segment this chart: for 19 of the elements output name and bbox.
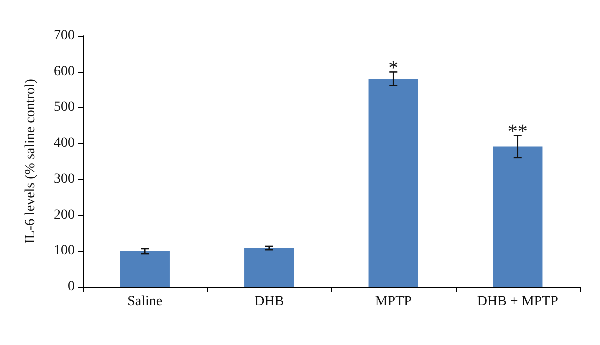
x-tick-label: DHB bbox=[254, 294, 284, 310]
bar bbox=[493, 146, 543, 287]
x-tick-label: Saline bbox=[128, 294, 163, 310]
y-axis-title: IL-6 levels (% saline control) bbox=[24, 78, 38, 244]
y-tick-label: 500 bbox=[54, 100, 75, 116]
annotation: ** bbox=[508, 121, 528, 144]
x-tick-label: DHB + MPTP bbox=[477, 294, 559, 310]
y-tick-label: 400 bbox=[54, 136, 75, 152]
y-tick-label: 300 bbox=[54, 172, 75, 187]
y-tick-label: 100 bbox=[54, 244, 75, 259]
y-tick-label: 200 bbox=[54, 208, 75, 223]
x-tick-label: MPTP bbox=[375, 294, 412, 310]
y-tick-label: 0 bbox=[68, 280, 75, 294]
annotation: * bbox=[388, 57, 399, 80]
y-tick-label: 700 bbox=[54, 28, 75, 44]
bar bbox=[368, 79, 418, 287]
y-tick-label: 600 bbox=[54, 64, 75, 80]
bar bbox=[244, 248, 294, 287]
bar bbox=[120, 252, 170, 287]
